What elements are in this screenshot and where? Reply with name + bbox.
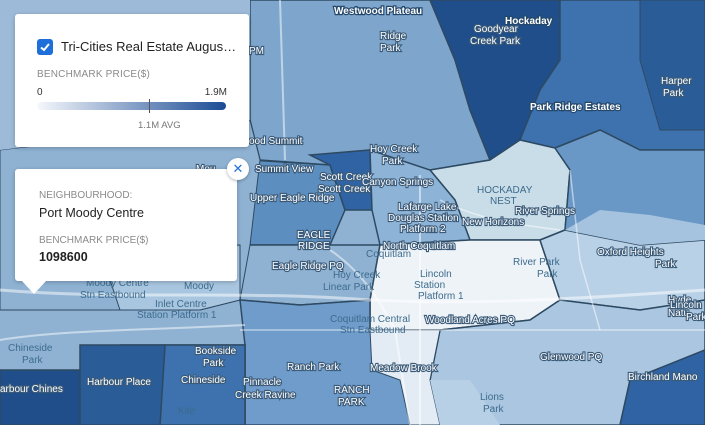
svg-text:Canyon Springs: Canyon Springs [362,177,433,188]
map-labels: Westwood Plateau Hockaday Goodyear Creek… [0,5,705,417]
legend-gradient-bar [37,102,226,110]
svg-text:Chineside: Chineside [8,343,53,354]
svg-text:Coquitlam: Coquitlam [366,249,411,260]
neighbourhood-popup: NEIGHBOURHOOD: Port Moody Centre BENCHMA… [15,169,237,281]
legend-avg-tick [149,99,150,113]
svg-text:Park: Park [380,43,402,54]
svg-text:Creek Park: Creek Park [470,36,521,47]
svg-text:Park Ridge Estates: Park Ridge Estates [530,102,621,113]
svg-text:Station: Station [414,280,445,291]
svg-text:Platform 1: Platform 1 [418,291,464,302]
svg-text:arbour Chines: arbour Chines [0,384,63,395]
region-meadow-brook[interactable] [369,329,441,425]
legend-max-label: 1.9M [204,87,227,98]
svg-text:Ridge: Ridge [380,31,407,42]
svg-text:Stn Eastbound: Stn Eastbound [340,325,406,336]
svg-text:Woodland Acres PQ: Woodland Acres PQ [425,315,515,326]
svg-text:Eagle Ridge PQ: Eagle Ridge PQ [272,261,344,272]
region-harper-park[interactable] [639,0,705,131]
svg-text:Park: Park [203,358,225,369]
svg-text:Lincoln: Lincoln [670,300,702,311]
svg-text:Kite: Kite [178,406,196,417]
svg-text:Summit View: Summit View [255,164,314,175]
svg-text:Stn Eastbound: Stn Eastbound [80,290,146,301]
svg-text:Moody: Moody [184,281,214,292]
svg-text:Upper Eagle Ridge: Upper Eagle Ridge [250,193,335,204]
svg-text:Lincoln: Lincoln [420,269,452,280]
svg-text:Linear Park: Linear Park [323,282,375,293]
svg-text:Bookside: Bookside [195,346,237,357]
svg-text:River Springs: River Springs [515,206,575,217]
legend-avg-label: 1.1M AVG [138,120,181,131]
svg-text:Glenwood PQ: Glenwood PQ [540,352,602,363]
popup-close-button[interactable]: ✕ [227,158,249,180]
svg-text:Ranch Park: Ranch Park [287,362,340,373]
popup-pointer [22,281,46,294]
layer-title[interactable]: Tri-Cities Real Estate Augus… [61,39,237,54]
price-value: 1098600 [39,250,88,264]
svg-text:Lafarge Lake: Lafarge Lake [398,202,457,213]
svg-text:Natu: Natu [668,308,689,319]
legend-min-label: 0 [37,87,43,98]
svg-text:Hyde: Hyde [668,295,692,306]
svg-text:NEST: NEST [490,196,517,207]
layer-checkbox[interactable] [37,39,53,55]
svg-text:Park: Park [22,355,44,366]
svg-text:Chineside: Chineside [181,375,226,386]
svg-text:North Coquitlam: North Coquitlam [383,241,455,252]
svg-text:PM: PM [249,46,264,57]
svg-text:New Horizons: New Horizons [462,217,524,228]
close-icon: ✕ [232,161,244,176]
region-birchland[interactable] [619,349,705,425]
svg-text:Hoy Creek: Hoy Creek [333,270,381,281]
svg-text:Harper: Harper [661,76,692,87]
svg-text:Coquitlam Central: Coquitlam Central [330,314,410,325]
svg-text:Westwood Plateau: Westwood Plateau [334,6,422,17]
svg-text:ood Summit: ood Summit [249,136,303,147]
svg-text:Platform 2: Platform 2 [400,224,446,235]
checkmark-icon [40,43,50,52]
svg-text:Park: Park [382,156,404,167]
svg-text:Park: Park [483,404,505,415]
price-label: BENCHMARK PRICE($) [39,235,149,246]
svg-text:Pinnacle: Pinnacle [243,377,282,388]
svg-text:Lions: Lions [480,392,504,403]
svg-text:Hoy Creek: Hoy Creek [370,144,418,155]
svg-text:Park: Park [537,269,559,280]
svg-text:Inlet Centre: Inlet Centre [155,299,207,310]
svg-text:HOCKADAY: HOCKADAY [477,185,533,196]
neighbourhood-value: Port Moody Centre [39,206,144,220]
svg-text:Oxford Heights: Oxford Heights [597,247,664,258]
legend-heading: BENCHMARK PRICE($) [37,69,151,80]
svg-text:Birchland Mano: Birchland Mano [628,372,698,383]
svg-text:PARK: PARK [338,397,365,408]
svg-text:River Park: River Park [513,257,561,268]
region-lions-park[interactable] [430,380,500,425]
svg-text:Moody Centre: Moody Centre [86,278,149,289]
svg-text:Hockaday: Hockaday [505,16,553,27]
svg-text:Harbour Place: Harbour Place [87,377,151,388]
region-oxford-heights[interactable] [565,210,705,245]
svg-text:Creek Ravine: Creek Ravine [235,390,296,401]
svg-text:Scott Creek: Scott Creek [318,184,371,195]
svg-text:Station Platform 1: Station Platform 1 [137,310,217,321]
svg-text:RIDGE: RIDGE [298,241,330,252]
region-scott-creek[interactable] [307,149,373,211]
region-harbour-place[interactable] [79,344,166,425]
svg-text:EAGLE: EAGLE [297,230,331,241]
legend-panel: Tri-Cities Real Estate Augus… BENCHMARK … [15,14,249,147]
svg-text:Meadow Brook: Meadow Brook [370,363,438,374]
neighbourhood-label: NEIGHBOURHOOD: [39,190,133,201]
svg-text:Scott Creek: Scott Creek [320,172,373,183]
svg-text:Douglas Station: Douglas Station [388,213,459,224]
svg-text:Park: Park [686,312,705,323]
svg-text:RANCH: RANCH [334,385,370,396]
svg-text:Park: Park [663,88,685,99]
svg-text:Park: Park [655,259,677,270]
svg-text:Goodyear: Goodyear [474,24,519,35]
